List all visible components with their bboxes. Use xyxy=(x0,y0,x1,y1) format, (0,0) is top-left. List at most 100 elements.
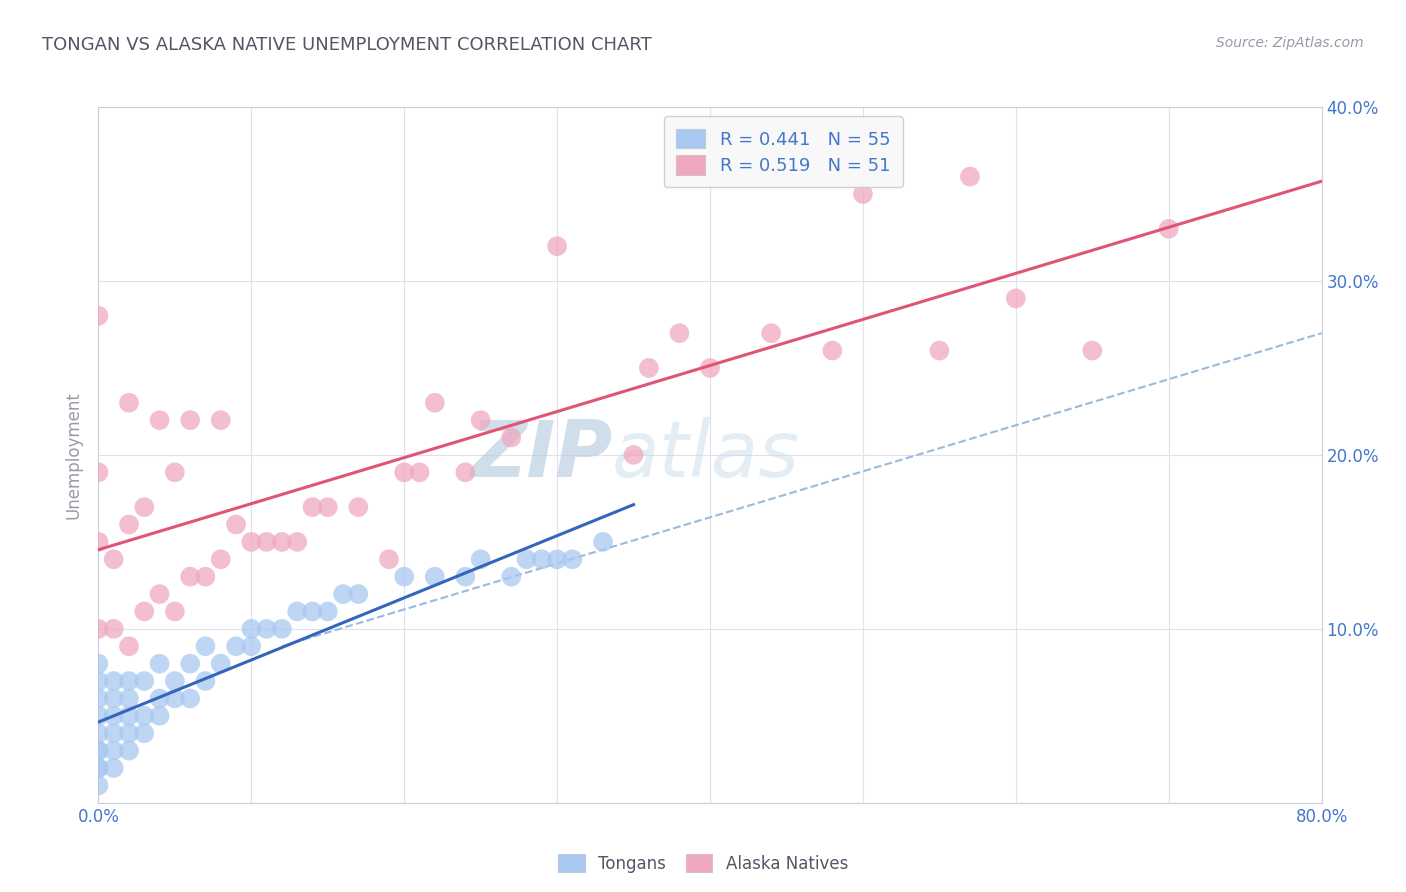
Point xyxy=(118,726,141,740)
Point xyxy=(118,744,141,758)
Point xyxy=(759,326,782,340)
Point xyxy=(87,744,110,758)
Point xyxy=(163,674,186,689)
Point xyxy=(118,639,141,653)
Point xyxy=(225,517,247,532)
Point xyxy=(301,500,323,514)
Point xyxy=(240,639,263,653)
Point xyxy=(1004,291,1026,305)
Point xyxy=(134,708,156,723)
Point xyxy=(103,691,125,706)
Point xyxy=(179,413,201,427)
Point xyxy=(87,761,110,775)
Point xyxy=(501,570,523,584)
Point xyxy=(87,708,110,723)
Point xyxy=(134,500,156,514)
Point xyxy=(163,691,186,706)
Point xyxy=(270,534,292,549)
Point xyxy=(87,674,110,689)
Point xyxy=(240,622,263,636)
Point xyxy=(423,570,446,584)
Point xyxy=(179,570,201,584)
Point xyxy=(392,570,416,584)
Point xyxy=(240,534,263,549)
Point xyxy=(516,552,538,566)
Point xyxy=(209,552,232,566)
Point xyxy=(225,639,247,653)
Point xyxy=(179,691,201,706)
Point xyxy=(163,605,186,619)
Point xyxy=(103,761,125,775)
Point xyxy=(285,534,308,549)
Point xyxy=(637,360,661,375)
Point xyxy=(546,552,568,566)
Point xyxy=(347,500,370,514)
Point xyxy=(134,726,156,740)
Point xyxy=(821,343,844,358)
Point xyxy=(163,466,186,480)
Point xyxy=(256,622,278,636)
Point xyxy=(194,674,217,689)
Point xyxy=(530,552,553,566)
Point xyxy=(316,500,339,514)
Point xyxy=(103,726,125,740)
Point xyxy=(256,534,278,549)
Point xyxy=(347,587,370,601)
Point xyxy=(316,605,339,619)
Point xyxy=(103,552,125,566)
Point xyxy=(454,466,477,480)
Point xyxy=(87,726,110,740)
Point xyxy=(194,639,217,653)
Point xyxy=(103,674,125,689)
Point xyxy=(87,657,110,671)
Text: ZIP: ZIP xyxy=(470,417,612,493)
Point xyxy=(378,552,401,566)
Point xyxy=(209,657,232,671)
Point xyxy=(87,622,110,636)
Point xyxy=(423,396,446,410)
Point xyxy=(470,552,492,566)
Point xyxy=(470,413,492,427)
Point xyxy=(928,343,950,358)
Point xyxy=(149,691,172,706)
Point xyxy=(623,448,645,462)
Point xyxy=(87,761,110,775)
Point xyxy=(454,570,477,584)
Point xyxy=(546,239,568,253)
Point xyxy=(118,708,141,723)
Point xyxy=(118,691,141,706)
Point xyxy=(134,605,156,619)
Point xyxy=(668,326,690,340)
Text: atlas: atlas xyxy=(612,417,800,493)
Point xyxy=(149,413,172,427)
Point xyxy=(561,552,583,566)
Point xyxy=(501,431,523,445)
Point xyxy=(332,587,354,601)
Point xyxy=(1157,221,1180,235)
Point xyxy=(149,587,172,601)
Point xyxy=(87,778,110,792)
Text: Source: ZipAtlas.com: Source: ZipAtlas.com xyxy=(1216,36,1364,50)
Point xyxy=(270,622,292,636)
Point xyxy=(87,744,110,758)
Point xyxy=(134,674,156,689)
Text: TONGAN VS ALASKA NATIVE UNEMPLOYMENT CORRELATION CHART: TONGAN VS ALASKA NATIVE UNEMPLOYMENT COR… xyxy=(42,36,652,54)
Point xyxy=(1081,343,1104,358)
Point xyxy=(392,466,416,480)
Point xyxy=(118,674,141,689)
Legend: Tongans, Alaska Natives: Tongans, Alaska Natives xyxy=(551,847,855,880)
Point xyxy=(118,517,141,532)
Point xyxy=(103,744,125,758)
Point xyxy=(103,708,125,723)
Point xyxy=(149,708,172,723)
Point xyxy=(103,622,125,636)
Point xyxy=(194,570,217,584)
Point xyxy=(301,605,323,619)
Y-axis label: Unemployment: Unemployment xyxy=(65,391,83,519)
Point xyxy=(209,413,232,427)
Point xyxy=(87,691,110,706)
Point xyxy=(179,657,201,671)
Point xyxy=(149,657,172,671)
Point xyxy=(285,605,308,619)
Point xyxy=(87,466,110,480)
